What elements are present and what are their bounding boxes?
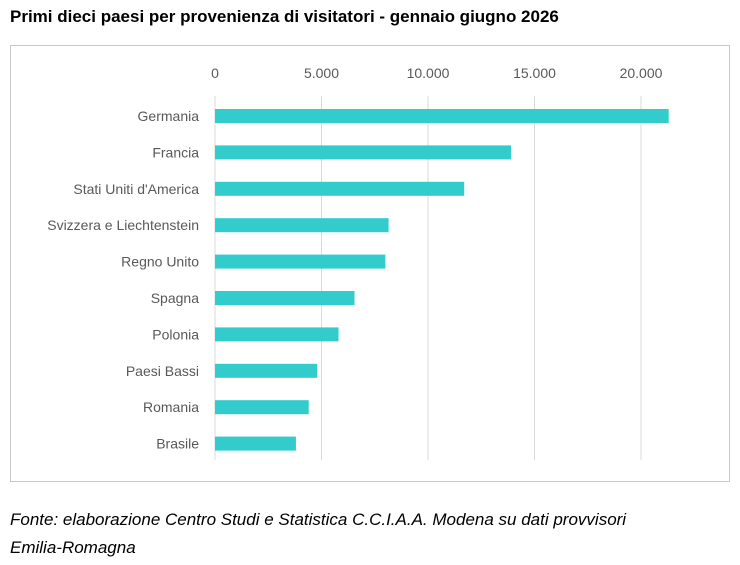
x-tick-label-3: 15.000 xyxy=(513,65,556,81)
bar-3 xyxy=(215,218,389,233)
bar-chart: 0 5.000 10.000 15.000 20.000 Germania Francia S… xyxy=(47,65,669,460)
bar-7 xyxy=(215,363,318,378)
x-tick-label-2: 10.000 xyxy=(407,65,450,81)
category-label-1: Francia xyxy=(152,144,199,160)
category-label-4: Regno Unito xyxy=(121,254,199,270)
category-label-0: Germania xyxy=(138,108,200,124)
category-label-2: Stati Uniti d'America xyxy=(73,181,199,197)
chart-frame: 0 5.000 10.000 15.000 20.000 Germania Francia S… xyxy=(10,45,730,482)
bar-6 xyxy=(215,327,339,342)
category-label-9: Brasile xyxy=(156,436,199,452)
bar-9 xyxy=(215,436,296,451)
category-label-7: Paesi Bassi xyxy=(126,363,199,379)
bar-4 xyxy=(215,254,386,269)
category-label-6: Polonia xyxy=(152,326,199,342)
source-line-1: Fonte: elaborazione Centro Studi e Stati… xyxy=(10,510,627,529)
category-label-8: Romania xyxy=(143,399,199,415)
x-tick-label-0: 0 xyxy=(211,65,219,81)
x-tick-label-1: 5.000 xyxy=(304,65,339,81)
x-tick-label-4: 20.000 xyxy=(620,65,663,81)
category-label-3: Svizzera e Liechtenstein xyxy=(47,217,199,233)
category-label-5: Spagna xyxy=(151,290,199,306)
bar-2 xyxy=(215,181,465,196)
source-line-2: Emilia-Romagna xyxy=(10,538,136,557)
bar-0 xyxy=(215,109,669,123)
chart-title: Primi dieci paesi per provenienza di vis… xyxy=(10,7,559,26)
bar-1 xyxy=(215,145,512,160)
bar-8 xyxy=(215,400,309,415)
source-note: Fonte: elaborazione Centro Studi e Stati… xyxy=(10,506,735,562)
bar-5 xyxy=(215,291,355,305)
